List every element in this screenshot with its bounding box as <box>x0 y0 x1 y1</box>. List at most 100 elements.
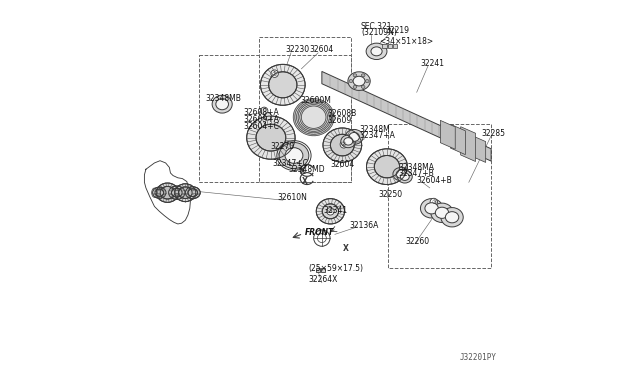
Text: 32270: 32270 <box>271 142 295 151</box>
Ellipse shape <box>301 106 326 128</box>
Ellipse shape <box>296 102 331 133</box>
Ellipse shape <box>269 72 297 98</box>
Circle shape <box>264 113 271 120</box>
Ellipse shape <box>397 170 412 183</box>
Ellipse shape <box>256 124 286 151</box>
Text: 32608B: 32608B <box>328 109 356 118</box>
Text: 32230: 32230 <box>286 45 310 54</box>
Ellipse shape <box>374 155 399 178</box>
Circle shape <box>326 208 334 215</box>
Text: 32604: 32604 <box>330 160 355 169</box>
Text: 32348MB: 32348MB <box>205 94 241 103</box>
Ellipse shape <box>366 43 387 60</box>
Text: 32285: 32285 <box>482 129 506 138</box>
Text: 32608+A: 32608+A <box>244 108 280 117</box>
Text: 32264X: 32264X <box>308 275 337 284</box>
Ellipse shape <box>425 203 438 214</box>
Ellipse shape <box>431 203 453 222</box>
Ellipse shape <box>316 199 344 224</box>
Text: 32600M: 32600M <box>301 96 332 105</box>
Ellipse shape <box>330 134 354 156</box>
Ellipse shape <box>341 135 356 148</box>
Text: 32260: 32260 <box>406 237 429 246</box>
Bar <box>383 44 387 48</box>
Bar <box>316 268 320 272</box>
Bar <box>393 44 397 48</box>
Ellipse shape <box>435 207 449 218</box>
Ellipse shape <box>393 167 409 181</box>
Circle shape <box>340 141 348 148</box>
Ellipse shape <box>172 188 182 197</box>
Text: 32604+C: 32604+C <box>244 122 280 131</box>
Ellipse shape <box>260 64 305 105</box>
Text: 32348M: 32348M <box>359 125 390 134</box>
Text: 32250: 32250 <box>379 190 403 199</box>
Text: X: X <box>343 244 349 253</box>
Text: FRONT: FRONT <box>305 228 334 237</box>
Text: 32347+C: 32347+C <box>273 159 308 168</box>
Text: ②: ② <box>341 142 347 147</box>
Text: ③: ③ <box>328 209 333 214</box>
Text: 32609: 32609 <box>328 116 352 125</box>
Ellipse shape <box>160 186 175 199</box>
Text: 32604+B: 32604+B <box>416 176 452 185</box>
Ellipse shape <box>212 95 232 113</box>
Ellipse shape <box>300 105 328 130</box>
Ellipse shape <box>216 99 228 110</box>
Ellipse shape <box>152 187 166 198</box>
Circle shape <box>260 107 268 115</box>
Text: 32610N: 32610N <box>277 193 307 202</box>
Text: (32109N): (32109N) <box>361 28 397 37</box>
Polygon shape <box>440 121 455 149</box>
Text: (25×59×17.5): (25×59×17.5) <box>308 264 363 273</box>
Ellipse shape <box>401 173 410 180</box>
Ellipse shape <box>152 188 157 197</box>
Polygon shape <box>471 135 486 163</box>
Text: 32347+B: 32347+B <box>398 169 434 178</box>
Ellipse shape <box>353 76 365 86</box>
Ellipse shape <box>188 189 198 196</box>
Text: 32136A: 32136A <box>349 221 378 230</box>
Text: J32201PY: J32201PY <box>460 353 497 362</box>
Polygon shape <box>451 124 465 155</box>
Ellipse shape <box>279 142 309 169</box>
Text: 32348MD: 32348MD <box>289 165 325 174</box>
Polygon shape <box>322 71 491 161</box>
Ellipse shape <box>353 74 357 77</box>
Ellipse shape <box>365 80 369 83</box>
Ellipse shape <box>346 129 363 144</box>
Ellipse shape <box>367 149 408 185</box>
Ellipse shape <box>246 116 295 159</box>
Text: 32347+A: 32347+A <box>359 131 395 140</box>
Bar <box>321 268 325 272</box>
Text: 32219: 32219 <box>385 26 409 35</box>
Text: 32341: 32341 <box>324 206 348 215</box>
Circle shape <box>314 230 330 246</box>
Circle shape <box>271 70 278 77</box>
Ellipse shape <box>348 72 370 90</box>
Circle shape <box>430 198 438 206</box>
Ellipse shape <box>168 186 185 199</box>
Text: X: X <box>300 167 306 176</box>
Ellipse shape <box>179 187 192 199</box>
Ellipse shape <box>293 99 334 136</box>
Text: 32604: 32604 <box>310 45 334 54</box>
Ellipse shape <box>344 138 353 145</box>
Text: <34×51×18>: <34×51×18> <box>380 37 434 46</box>
Text: 32609+A: 32609+A <box>244 115 280 124</box>
Text: SEC.321: SEC.321 <box>361 22 392 31</box>
Ellipse shape <box>445 212 459 223</box>
Text: X: X <box>302 177 308 186</box>
Ellipse shape <box>371 47 382 56</box>
Ellipse shape <box>353 86 357 89</box>
Ellipse shape <box>349 132 360 141</box>
Ellipse shape <box>295 100 333 134</box>
Ellipse shape <box>175 184 196 202</box>
Ellipse shape <box>362 74 365 77</box>
Bar <box>388 44 392 48</box>
Ellipse shape <box>420 199 443 218</box>
Text: ③: ③ <box>431 200 436 205</box>
Ellipse shape <box>441 208 463 227</box>
Text: 32348MA: 32348MA <box>398 163 434 172</box>
Ellipse shape <box>298 103 329 131</box>
